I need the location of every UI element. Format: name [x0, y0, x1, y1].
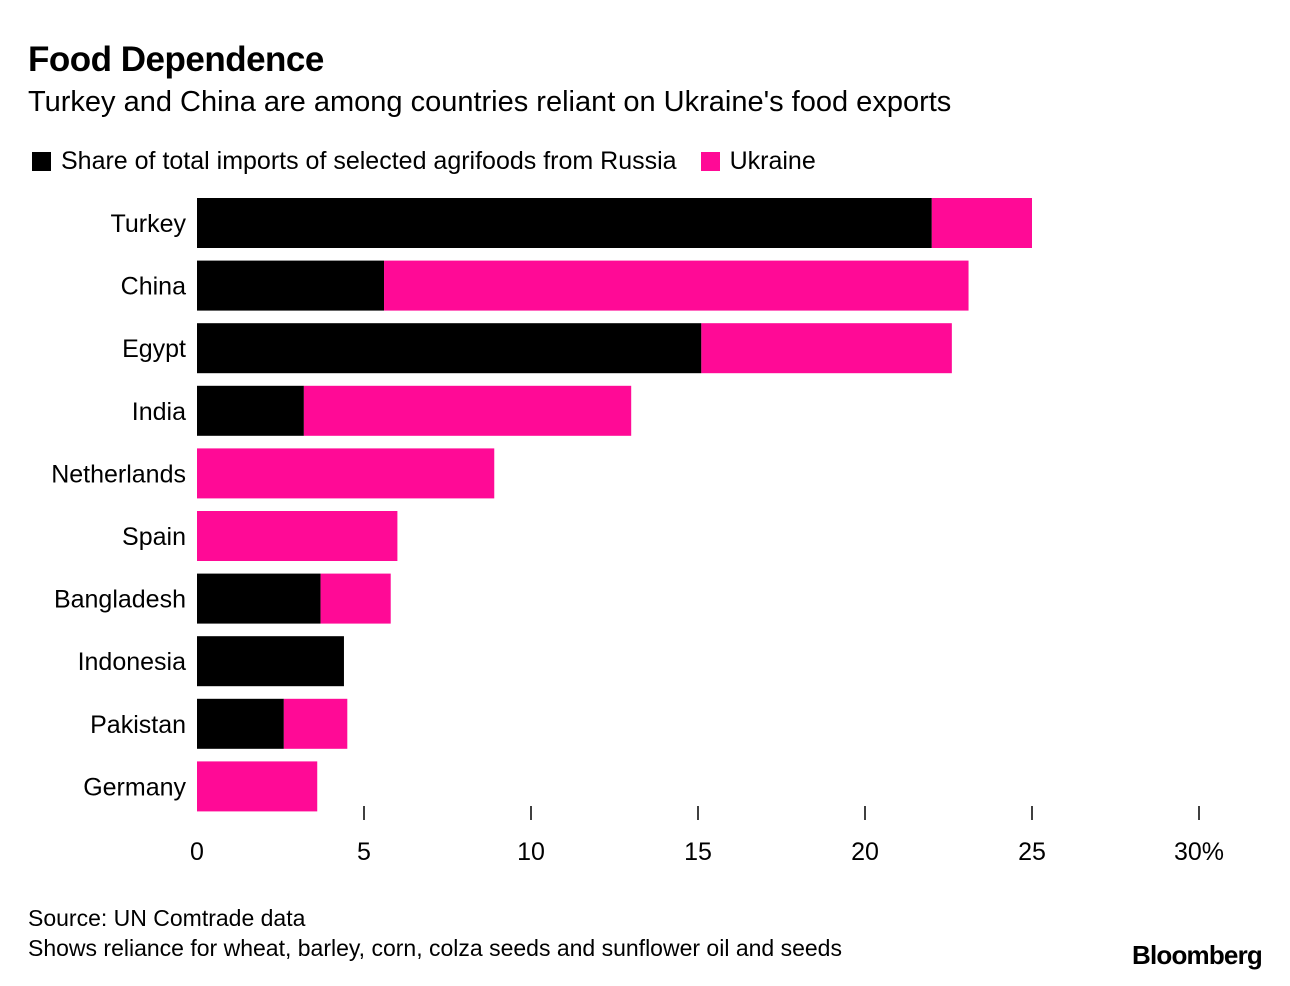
legend-item-ukraine: Ukraine: [700, 147, 816, 176]
bar-spain-ukraine: [197, 511, 398, 561]
source-note: Source: UN Comtrade data: [28, 905, 306, 931]
bar-china-russia: [197, 260, 385, 311]
bar-germany-ukraine: [197, 761, 318, 812]
bar-egypt-ukraine: [701, 323, 952, 374]
x-tick-label-30: 30%: [1174, 838, 1224, 866]
bar-netherlands-ukraine: [197, 448, 495, 499]
category-label-turkey: Turkey: [111, 210, 187, 238]
category-label-egypt: Egypt: [122, 335, 186, 363]
legend-swatch-ukraine: [700, 152, 720, 171]
x-tick-label-10: 10: [517, 838, 545, 866]
bar-bangladesh-ukraine: [320, 573, 391, 624]
category-label-netherlands: Netherlands: [51, 460, 186, 488]
category-label-china: China: [121, 273, 186, 301]
bar-turkey-ukraine: [931, 198, 1032, 248]
category-label-indonesia: Indonesia: [78, 648, 187, 676]
bar-pakistan-russia: [197, 698, 284, 749]
legend-label-ukraine: Ukraine: [729, 147, 816, 175]
chart-footnote: Source: UN Comtrade data Shows reliance …: [28, 903, 842, 963]
bar-india-russia: [197, 385, 304, 436]
legend-item-russia: Share of total imports of selected agrif…: [32, 147, 677, 176]
legend-label-russia: Share of total imports of selected agrif…: [61, 147, 677, 175]
chart-subtitle: Turkey and China are among countries rel…: [28, 86, 952, 118]
x-tick-label-25: 25: [1018, 838, 1046, 866]
bar-bangladesh-russia: [197, 573, 321, 624]
category-label-bangladesh: Bangladesh: [54, 586, 186, 614]
chart-title: Food Dependence: [28, 40, 324, 79]
x-tick-label-15: 15: [684, 838, 712, 866]
bar-egypt-russia: [197, 323, 702, 374]
chart-legend: Share of total imports of selected agrif…: [32, 147, 840, 176]
bloomberg-logo: Bloomberg: [1131, 940, 1263, 970]
category-label-pakistan: Pakistan: [90, 711, 186, 739]
legend-swatch-russia: [32, 152, 51, 171]
x-tick-label-0: 0: [190, 838, 204, 866]
x-tick-label-5: 5: [357, 838, 371, 866]
bar-pakistan-ukraine: [283, 698, 348, 749]
bar-turkey-russia: [197, 198, 932, 248]
category-label-india: India: [132, 398, 186, 426]
category-label-germany: Germany: [83, 773, 186, 801]
category-label-spain: Spain: [122, 523, 186, 551]
bar-china-ukraine: [384, 260, 969, 311]
x-tick-label-20: 20: [851, 838, 879, 866]
bar-india-ukraine: [303, 385, 632, 436]
data-note: Shows reliance for wheat, barley, corn, …: [28, 935, 842, 961]
bar-indonesia-russia: [197, 636, 344, 687]
